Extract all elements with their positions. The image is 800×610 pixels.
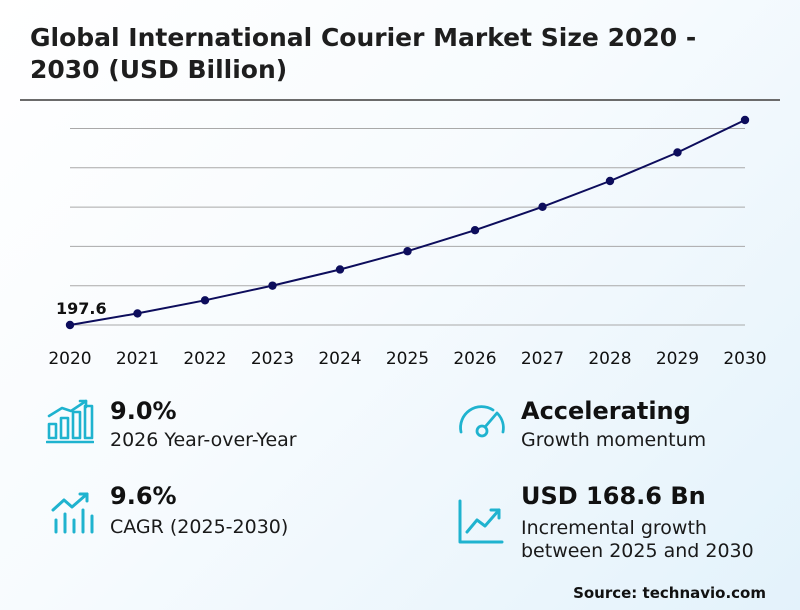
chart-title: Global International Courier Market Size… xyxy=(30,23,697,84)
data-point-2023 xyxy=(268,281,277,290)
x-tick-label: 2026 xyxy=(453,349,496,369)
x-tick-label: 2030 xyxy=(723,349,766,369)
data-labels: 197.6 xyxy=(56,299,107,318)
x-tick-label: 2023 xyxy=(251,349,294,369)
data-point-2020 xyxy=(65,320,75,330)
series-line xyxy=(69,119,746,326)
data-point-2025 xyxy=(403,247,412,256)
data-label: 197.6 xyxy=(56,299,107,318)
stat-value: Accelerating xyxy=(521,397,691,425)
x-tick-label: 2027 xyxy=(521,349,564,369)
data-point-2021 xyxy=(133,309,142,318)
x-tick-label: 2021 xyxy=(116,349,159,369)
data-point-2028 xyxy=(605,176,615,186)
bar-chart-growth-icon xyxy=(46,399,94,444)
x-tick-label: 2029 xyxy=(656,349,699,369)
stat-description: CAGR (2025-2030) xyxy=(110,516,289,538)
x-tick-label: 2022 xyxy=(183,349,226,369)
data-point-2026 xyxy=(470,225,480,235)
data-points xyxy=(65,115,750,330)
grid-lines xyxy=(70,128,745,326)
line-chart: 197.6 2020 2021 2022 2023 2024 2025 2026 2027 20… xyxy=(48,115,767,369)
data-point-2024 xyxy=(335,265,345,274)
x-tick-label: 2025 xyxy=(386,349,429,369)
stat-description: Growth momentum xyxy=(521,429,707,451)
x-tick-label: 2028 xyxy=(588,349,631,369)
speedometer-icon xyxy=(459,405,505,438)
line-chart-up-icon xyxy=(458,499,504,544)
data-point-2030 xyxy=(740,115,750,125)
stat-value: 9.0% xyxy=(110,397,177,425)
stat-value: USD 168.6 Bn xyxy=(521,482,706,510)
x-tick-label: 2024 xyxy=(318,349,361,369)
stat-description: 2026 Year-over-Year xyxy=(110,429,297,451)
stat-description: Incremental growth xyxy=(521,517,707,539)
stat-description: between 2025 and 2030 xyxy=(521,540,754,562)
data-point-2029 xyxy=(673,148,682,157)
source-credit: Source: technavio.com xyxy=(573,584,766,602)
x-axis-ticks: 2020 2021 2022 2023 2024 2025 2026 2027 2028 2029… xyxy=(48,349,766,369)
title-divider xyxy=(20,99,780,101)
x-tick-label: 2020 xyxy=(48,349,91,369)
data-point-2027 xyxy=(538,202,547,212)
stat-value: 9.6% xyxy=(110,482,177,510)
trend-bars-icon xyxy=(51,492,94,534)
data-point-2022 xyxy=(200,296,210,305)
